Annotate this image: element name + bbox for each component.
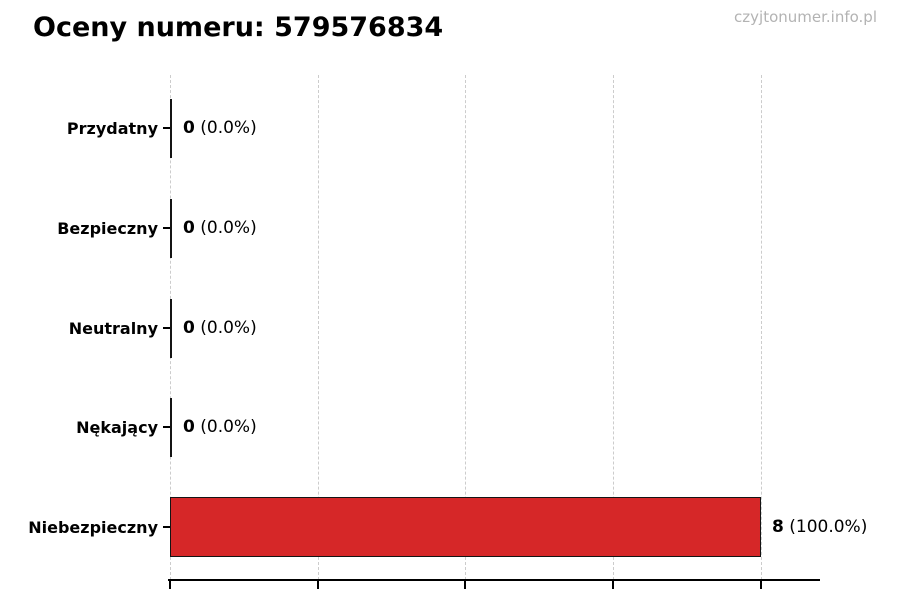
category-label: Neutralny bbox=[68, 318, 158, 338]
x-axis-tick bbox=[169, 580, 171, 589]
value-count: 0 bbox=[183, 318, 195, 338]
x-axis-line bbox=[168, 579, 820, 581]
value-percent: (100.0%) bbox=[789, 517, 868, 537]
value-percent: (0.0%) bbox=[200, 318, 257, 338]
chart-title: Oceny numeru: 579576834 bbox=[33, 12, 444, 43]
bar-row: 0 (0.0%) bbox=[170, 178, 257, 278]
category-label: Niebezpieczny bbox=[28, 517, 158, 537]
gridline bbox=[613, 75, 615, 580]
x-axis-tick bbox=[464, 580, 467, 589]
bar-neutralny bbox=[170, 298, 172, 358]
value-count: 0 bbox=[183, 218, 195, 238]
value-count: 0 bbox=[183, 417, 195, 437]
x-axis-tick bbox=[759, 580, 762, 589]
value-label: 0 (0.0%) bbox=[183, 417, 257, 437]
x-axis-tick bbox=[316, 580, 319, 589]
y-axis-tick bbox=[163, 426, 170, 428]
bar-row: 0 (0.0%) bbox=[170, 78, 257, 178]
category-label: Bezpieczny bbox=[57, 218, 158, 238]
bar-nekajacy bbox=[170, 397, 172, 457]
value-label: 0 (0.0%) bbox=[183, 318, 257, 338]
watermark-text: czyjtonumer.info.pl bbox=[734, 8, 877, 26]
value-percent: (0.0%) bbox=[200, 118, 257, 138]
value-count: 8 bbox=[772, 517, 784, 537]
y-axis-tick bbox=[163, 227, 170, 229]
value-label: 8 (100.0%) bbox=[772, 517, 867, 537]
value-label: 0 (0.0%) bbox=[183, 118, 257, 138]
y-axis-tick bbox=[163, 127, 170, 129]
bar-row: 8 (100.0%) bbox=[170, 477, 867, 577]
bar-row: 0 (0.0%) bbox=[170, 278, 257, 378]
x-axis-ticks bbox=[169, 580, 820, 590]
bar-niebezpieczny bbox=[170, 497, 761, 557]
value-percent: (0.0%) bbox=[200, 218, 257, 238]
value-label: 0 (0.0%) bbox=[183, 218, 257, 238]
y-axis-tick bbox=[163, 327, 170, 329]
y-axis-tick bbox=[163, 526, 170, 528]
bar-bezpieczny bbox=[170, 198, 172, 258]
bar-row: 0 (0.0%) bbox=[170, 377, 257, 477]
value-count: 0 bbox=[183, 118, 195, 138]
category-label: Przydatny bbox=[66, 118, 158, 138]
x-axis-tick bbox=[612, 580, 615, 589]
gridline bbox=[465, 75, 467, 580]
value-percent: (0.0%) bbox=[200, 417, 257, 437]
category-label: Nękający bbox=[76, 417, 158, 437]
gridline bbox=[317, 75, 319, 580]
bar-przydatny bbox=[170, 98, 172, 158]
gridline bbox=[760, 75, 762, 580]
